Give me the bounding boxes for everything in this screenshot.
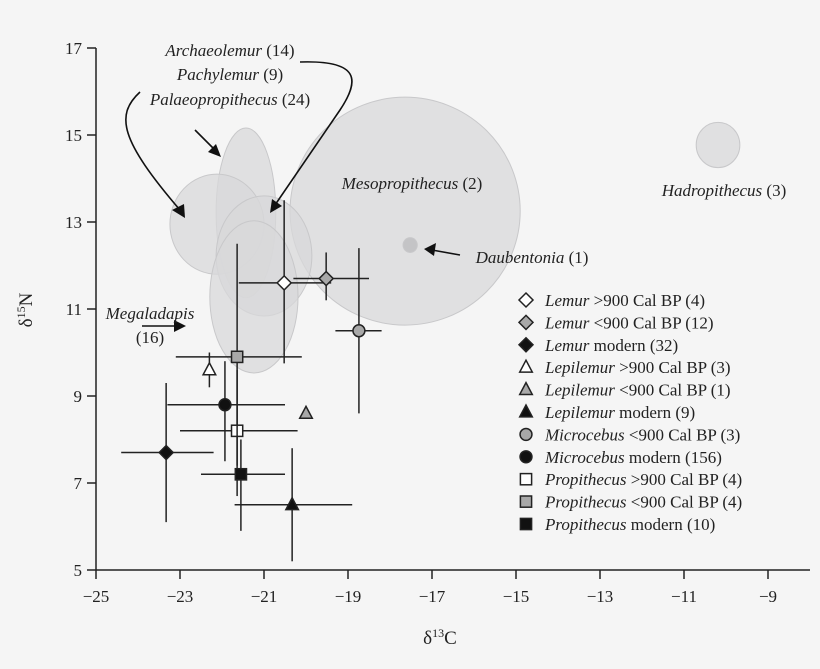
y-tick-label: 13 [65, 213, 82, 232]
label-pachylemur: Pachylemur (9) [176, 65, 283, 84]
legend-marker [519, 517, 533, 531]
legend-marker [519, 450, 533, 464]
data-point [352, 324, 366, 338]
arrow-palaeopropithecus [274, 61, 353, 206]
arrowhead [172, 204, 185, 218]
x-tick-label: −25 [83, 587, 110, 606]
series-microcebus-7 [167, 361, 285, 462]
arrowhead [424, 243, 436, 256]
x-axis-label: δ13C [423, 626, 457, 649]
series-propithecus-9 [175, 243, 302, 466]
data-point [276, 274, 293, 291]
series-lemur-0 [238, 200, 332, 364]
region-megaladapis [209, 220, 299, 374]
legend-entry: Lepilemur modern (9) [544, 403, 695, 422]
x-tick-label: −17 [419, 587, 446, 606]
legend-marker [517, 314, 535, 331]
legend-entry: Lepilemur >900 Cal BP (3) [544, 358, 731, 377]
legend-entry: Lemur <900 Cal BP (12) [544, 313, 714, 332]
arrowhead [270, 199, 282, 213]
data-point [230, 350, 244, 364]
legend-marker [518, 380, 534, 396]
x-tick-label: −9 [759, 587, 777, 606]
arrow-daubentonia [431, 249, 461, 256]
data-point [218, 398, 232, 412]
series-propithecus-10 [201, 439, 285, 531]
data-point [284, 496, 300, 511]
label-megaladapis-n: (16) [136, 328, 164, 347]
data-point [234, 467, 248, 481]
x-tick-label: −23 [167, 587, 194, 606]
data-point [318, 270, 335, 287]
legend-entry: Lemur modern (32) [544, 336, 678, 355]
label-daubentonia: Daubentonia (1) [475, 248, 589, 267]
x-tick-label: −21 [251, 587, 278, 606]
series-lemur-2 [121, 382, 214, 523]
x-tick-label: −11 [671, 587, 697, 606]
x-tick-label: −13 [587, 587, 614, 606]
y-tick-label: 5 [74, 561, 83, 580]
region-hadropithecus [695, 121, 741, 169]
data-point [298, 404, 314, 420]
y-tick-label: 15 [65, 126, 82, 145]
legend-entry: Propithecus <900 Cal BP (4) [544, 493, 742, 512]
legend-entry: Lemur >900 Cal BP (4) [544, 291, 705, 310]
data-point [201, 361, 217, 376]
series-lepilemur-3 [201, 352, 217, 388]
y-tick-label: 7 [74, 474, 83, 493]
legend-entry: Propithecus >900 Cal BP (4) [544, 470, 742, 489]
arrowhead [208, 144, 221, 157]
series-microcebus-6 [335, 248, 382, 414]
series-lepilemur-5 [234, 448, 353, 562]
arrow-pachylemur [194, 129, 216, 151]
legend-marker [519, 427, 533, 442]
label-mesopropithecus: Mesopropithecus (2) [341, 174, 483, 193]
region-daubentonia [402, 237, 418, 253]
legend-marker [517, 291, 535, 309]
y-axis-label: δ15N [14, 292, 37, 327]
y-tick-label: 11 [66, 300, 82, 319]
label-archaeolemur: Archaeolemur (14) [164, 41, 294, 60]
legend-entry: Propithecus modern (10) [544, 515, 715, 534]
label-hadropithecus: Hadropithecus (3) [661, 181, 787, 200]
legend: Lemur >900 Cal BP (4) Lemur <900 Cal BP (… [517, 291, 742, 534]
legend-marker [519, 495, 533, 508]
label-palaeopropithecus: Palaeopropithecus (24) [149, 90, 310, 109]
legend-entry: Microcebus modern (156) [544, 448, 722, 467]
y-tick-label: 17 [65, 39, 83, 58]
series-lemur-1 [293, 252, 369, 301]
legend-entry: Lepilemur <900 Cal BP (1) [544, 381, 731, 400]
arrow-archaeolemur [125, 91, 181, 211]
data-point [158, 444, 175, 461]
x-tick-label: −15 [503, 587, 530, 606]
label-megaladapis: Megaladapis [105, 304, 195, 323]
arrowhead [174, 320, 186, 332]
legend-marker [518, 403, 534, 418]
legend-marker [519, 472, 533, 486]
legend-entry: Microcebus <900 Cal BP (3) [544, 425, 740, 444]
legend-marker [517, 336, 535, 353]
legend-marker [518, 358, 534, 373]
y-tick-label: 9 [74, 387, 83, 406]
series-lepilemur-4 [298, 404, 314, 420]
x-tick-label: −19 [335, 587, 362, 606]
